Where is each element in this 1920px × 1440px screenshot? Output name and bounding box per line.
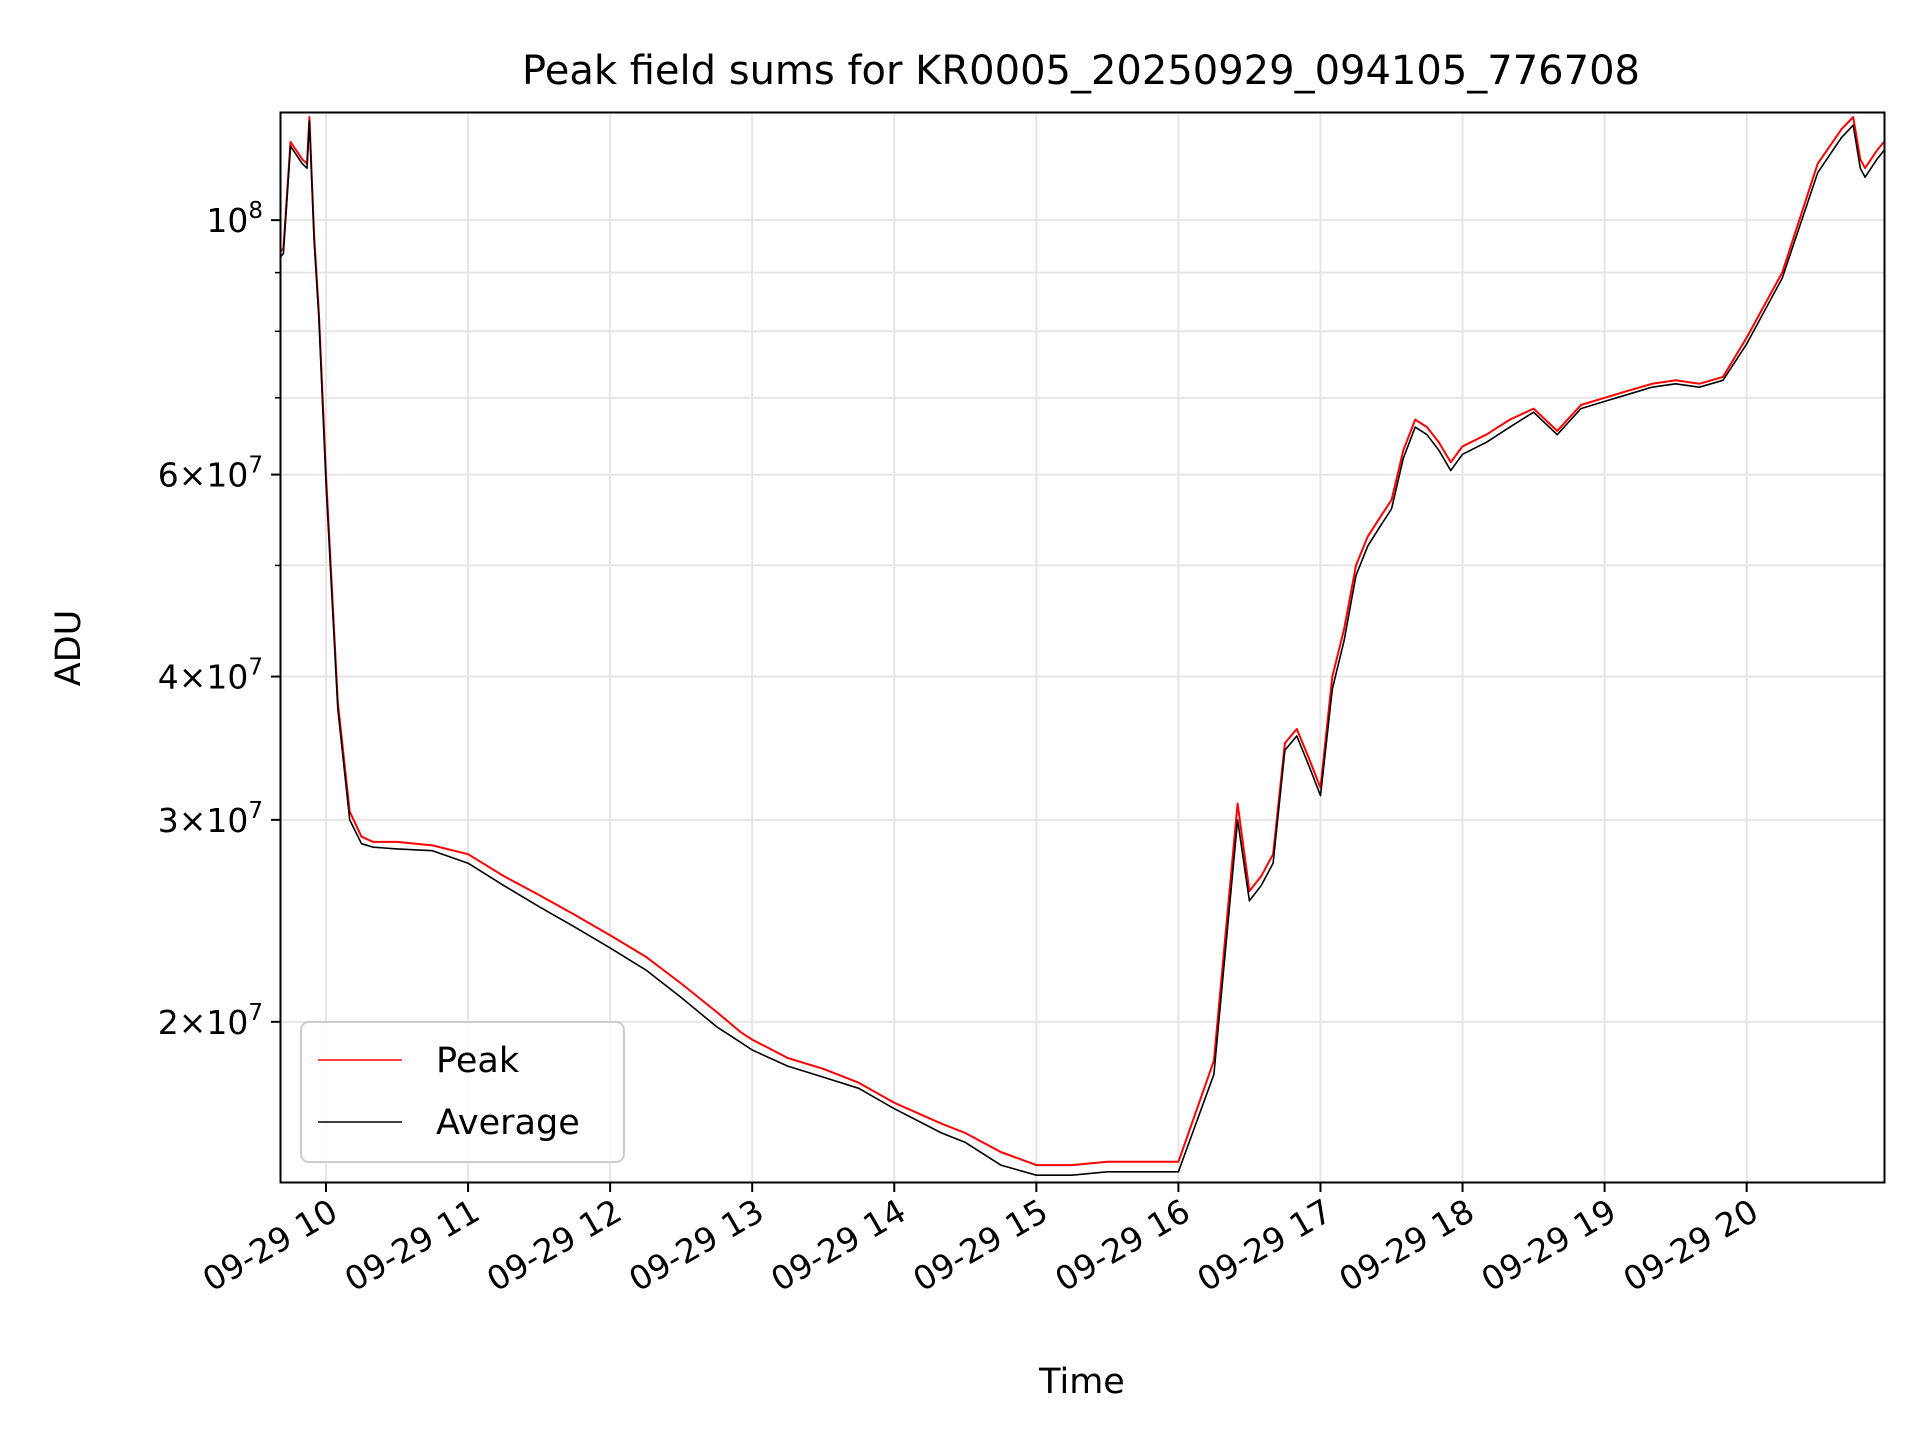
y-tick-label: 6×107 (158, 453, 263, 495)
y-tick-label: 4×107 (158, 655, 263, 697)
x-tick-label: 09-29 10 (196, 1191, 344, 1299)
y-axis-label: ADU (49, 610, 89, 687)
legend-average-label: Average (436, 1103, 580, 1143)
x-tick-label: 09-29 20 (1617, 1191, 1765, 1299)
x-tick-label: 09-29 19 (1475, 1191, 1623, 1299)
plot-frame (279, 111, 1886, 1184)
y-tick-label: 2×107 (158, 1000, 263, 1042)
chart-title: Peak field sums for KR0005_20250929_0941… (522, 48, 1640, 94)
plot-series (280, 116, 1885, 1176)
legend: Peak Average (300, 1021, 625, 1163)
x-axis-label: Time (1038, 1362, 1125, 1402)
x-tick-label: 09-29 12 (480, 1191, 628, 1299)
y-axis-ticks: 2×107 3×107 4×107 6×107 108 (158, 198, 281, 1042)
x-tick-label: 09-29 17 (1190, 1191, 1338, 1299)
y-tick-label: 3×107 (158, 798, 263, 840)
series-average-line (280, 120, 1885, 1176)
legend-peak-label: Peak (436, 1041, 520, 1081)
x-tick-label: 09-29 13 (622, 1191, 770, 1299)
x-tick-label: 09-29 16 (1048, 1191, 1196, 1299)
y-tick-label: 108 (206, 198, 263, 240)
x-tick-label: 09-29 14 (764, 1191, 912, 1299)
x-tick-label: 09-29 15 (906, 1191, 1054, 1299)
x-tick-label: 09-29 11 (338, 1191, 486, 1299)
legend-box (300, 1021, 625, 1163)
x-tick-label: 09-29 18 (1333, 1191, 1481, 1299)
series-peak-line (280, 116, 1885, 1167)
grid (324, 113, 1748, 1182)
minor-grid (281, 219, 1884, 1023)
